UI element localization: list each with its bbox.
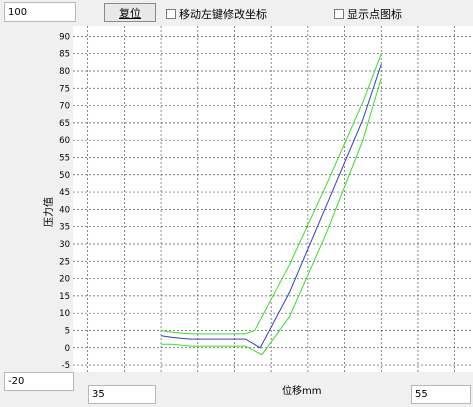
move-coordinates-label: 移动左键修改坐标	[179, 8, 267, 21]
upper-limit-line	[161, 53, 382, 335]
y-tick-label: 20	[59, 275, 70, 285]
pressure-displacement-chart[interactable]: -5 0 5 10 15 20 25 30 35 40 45 50 55 60 65 70 75 80 85 90 4…	[0, 26, 473, 372]
data-lines	[161, 53, 382, 356]
checkbox-box[interactable]	[334, 9, 344, 19]
move-coordinates-checkbox[interactable]: 移动左键修改坐标	[166, 6, 267, 22]
y-max-field[interactable]: 100	[4, 2, 76, 22]
x-max-field[interactable]: 55	[411, 385, 471, 404]
show-points-checkbox[interactable]: 显示点图标	[334, 6, 402, 22]
y-tick-label: 10	[59, 309, 70, 319]
y-tick-label: 55	[59, 153, 70, 163]
y-tick-label: 25	[59, 257, 70, 267]
y-tick-label: 0	[65, 344, 70, 354]
y-tick-label: 70	[59, 102, 70, 112]
y-tick-label: 60	[59, 136, 70, 146]
y-min-field[interactable]: -20	[4, 372, 74, 391]
reset-button[interactable]: 复位	[104, 3, 156, 22]
y-tick-label: 40	[59, 205, 70, 215]
y-tick-label: -5	[62, 361, 70, 371]
plot-area	[73, 26, 473, 372]
y-tick-label: 65	[59, 119, 70, 129]
y-axis-label: 压力值	[42, 197, 55, 227]
y-tick-label: 50	[59, 171, 70, 181]
grid-lines	[73, 26, 473, 372]
x-min-field[interactable]: 35	[88, 385, 156, 404]
y-tick-label: 75	[59, 84, 70, 94]
y-tick-label: 90	[59, 32, 70, 42]
y-tick-label: 85	[59, 50, 70, 60]
x-axis-label: 位移mm	[282, 386, 322, 397]
show-points-label: 显示点图标	[347, 8, 402, 21]
y-tick-label: 35	[59, 223, 70, 233]
checkbox-box[interactable]	[166, 9, 176, 19]
measured-line	[161, 63, 382, 349]
y-tick-label: 30	[59, 240, 70, 250]
y-tick-label: 45	[59, 188, 70, 198]
y-tick-label: 15	[59, 292, 70, 302]
y-axis-ticks: -5 0 5 10 15 20 25 30 35 40 45 50 55 60 65 70 75 80 85 90	[59, 32, 70, 371]
lower-limit-line	[161, 77, 382, 356]
y-tick-label: 5	[65, 326, 70, 336]
y-tick-label: 80	[59, 67, 70, 77]
